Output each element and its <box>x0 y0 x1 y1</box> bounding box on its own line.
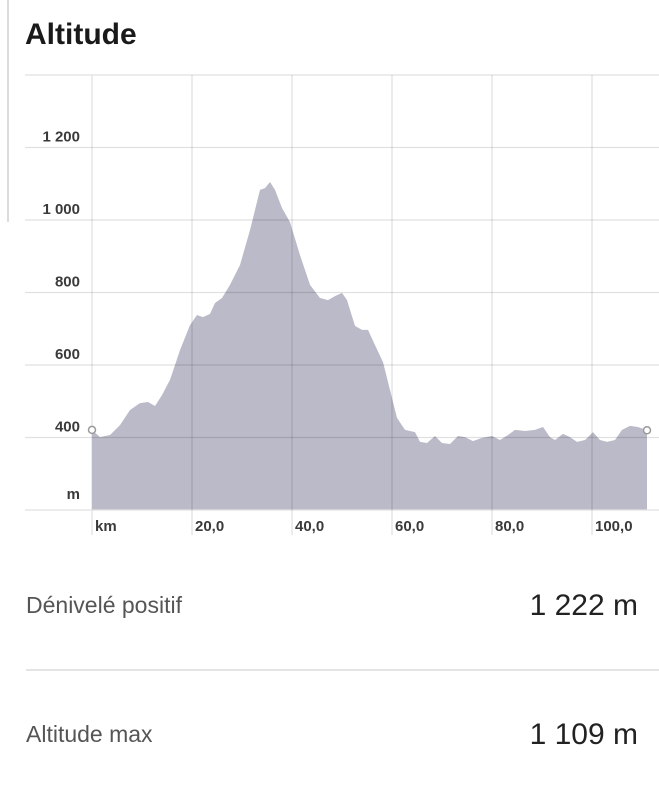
y-tick-label: 800 <box>55 273 80 290</box>
x-tick-label: 80,0 <box>495 518 524 535</box>
stat-value: 1 222 m <box>530 589 638 622</box>
stat-value: 1 109 m <box>530 718 638 751</box>
x-tick-label: 20,0 <box>195 518 224 535</box>
y-tick-label: 400 <box>55 418 80 435</box>
end-marker <box>642 426 652 435</box>
chart: 400 600 800 1 000 1 200 m 20,0 40,0 60,0 80,0 100,… <box>25 74 659 535</box>
end-marker <box>87 425 97 435</box>
altitude-area <box>92 181 647 510</box>
y-tick-label: 1 200 <box>42 128 80 145</box>
y-tick-label: 1 000 <box>42 201 80 218</box>
x-tick-label: 40,0 <box>295 518 324 535</box>
x-tick-label: 100,0 <box>595 518 633 535</box>
y-tick-label: 600 <box>55 346 80 363</box>
chart-title: Altitude <box>25 18 137 51</box>
x-tick-label: 60,0 <box>395 518 424 535</box>
stat-label: Dénivelé positif <box>26 592 183 618</box>
y-axis-label: m <box>67 486 80 503</box>
x-axis-label: km <box>95 518 117 535</box>
stat-label: Altitude max <box>26 721 153 747</box>
